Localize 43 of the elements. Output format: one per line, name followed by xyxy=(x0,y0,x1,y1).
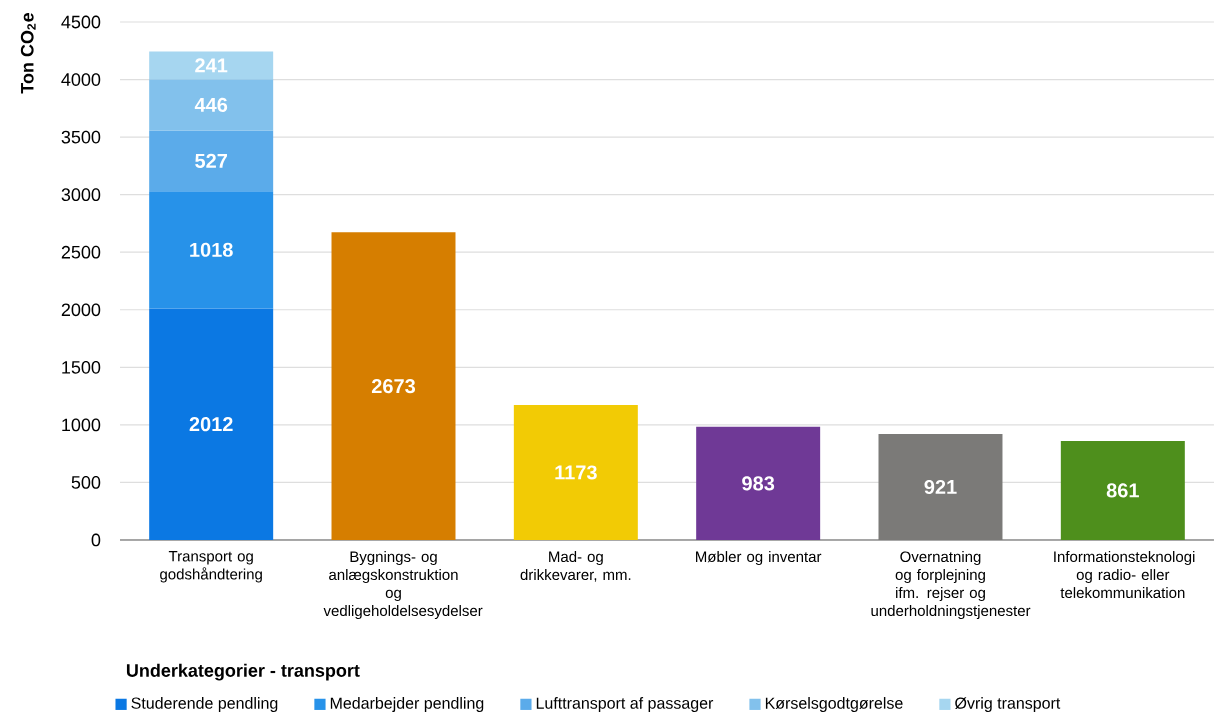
bar xyxy=(149,79,274,131)
y-tick-label: 1500 xyxy=(62,360,101,374)
bar xyxy=(878,433,1003,540)
y-tick-label: 500 xyxy=(71,476,101,489)
bar xyxy=(149,51,274,80)
x-tick-label: Møbler og inventar xyxy=(696,551,822,566)
data-label: 527 xyxy=(195,153,227,168)
bar xyxy=(513,404,638,540)
y-tick-label: 1000 xyxy=(62,418,101,432)
legend-label: Studerende pendling xyxy=(131,697,278,712)
x-tick-label: Mad- og drikkevarer, mm. xyxy=(520,551,631,582)
data-label: 983 xyxy=(742,476,775,491)
bar xyxy=(149,130,274,192)
y-axis-title: Ton CO$_{2}$e xyxy=(20,13,36,94)
x-tick-label: Bygnings- og anlægskonstruktion og vedligeholdelsesydelser xyxy=(323,551,483,620)
legend-label: Kørselsgodtgørelse xyxy=(765,697,903,712)
bar xyxy=(149,308,274,540)
data-label: 2012 xyxy=(189,417,233,432)
y-tick-label: 2500 xyxy=(61,245,101,259)
legend-label: Øvrig transport xyxy=(955,697,1061,712)
data-label: 1173 xyxy=(555,465,597,480)
data-label: 1018 xyxy=(190,242,233,257)
bar xyxy=(331,232,456,540)
y-tick-label: 3500 xyxy=(61,130,101,144)
data-label: 921 xyxy=(924,479,957,495)
x-tick-label: Overnatning og forplejning ifm. rejser og underholdningstjenester xyxy=(871,551,1031,620)
legend-title: Underkategorier - transport xyxy=(126,663,360,681)
legend-label: Lufttransport af passager xyxy=(536,697,714,712)
y-tick-label: 3000 xyxy=(61,188,101,202)
legend-label: Medarbejder pendling xyxy=(330,697,484,712)
bar xyxy=(696,426,821,540)
y-tick-label: 4000 xyxy=(61,73,101,86)
bar xyxy=(149,191,274,309)
x-tick-label: Transport og godshåndtering xyxy=(160,551,262,583)
y-tick-label: 4500 xyxy=(61,15,101,29)
data-label: 2673 xyxy=(371,379,416,394)
data-label: 861 xyxy=(1106,483,1139,498)
data-label: 446 xyxy=(194,97,228,112)
y-tick-label: 2000 xyxy=(61,303,101,317)
data-label: 241 xyxy=(195,58,228,73)
y-tick-label: 0 xyxy=(91,533,101,547)
x-tick-label: Informationsteknologi og radio- eller telekommunikation xyxy=(1054,551,1195,599)
bar xyxy=(1060,440,1185,540)
